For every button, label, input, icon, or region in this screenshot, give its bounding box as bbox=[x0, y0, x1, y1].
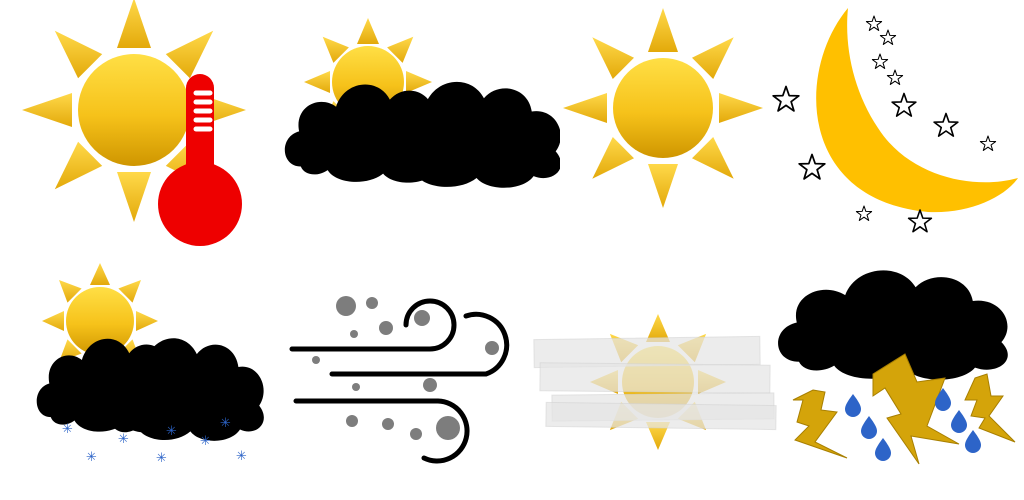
sun-ray bbox=[692, 137, 734, 179]
snowflake-icon: ✳ bbox=[86, 450, 97, 465]
sun-ray bbox=[117, 172, 151, 222]
hot-weather-icon bbox=[22, 0, 246, 246]
sun-ray bbox=[54, 30, 103, 79]
sun-ray bbox=[357, 18, 379, 44]
hazy-icon bbox=[533, 314, 777, 450]
lightning bbox=[792, 353, 1016, 465]
raindrop-icon bbox=[861, 416, 877, 439]
crescent-moon-icon bbox=[816, 8, 1018, 213]
sun-ray bbox=[118, 280, 141, 303]
sun-ray bbox=[563, 93, 607, 123]
wind-icon bbox=[289, 298, 510, 464]
snowflake-icon: ✳ bbox=[62, 422, 73, 437]
sun-ray bbox=[22, 93, 72, 127]
raindrop-icon bbox=[951, 410, 967, 433]
star-icon bbox=[979, 135, 997, 151]
sun-ray bbox=[646, 314, 670, 342]
thermometer-icon bbox=[158, 74, 242, 246]
snow-icon: ✳ ✳ ✳ ✳ ✳ ✳ ✳ ✳ bbox=[36, 263, 264, 466]
star-icon bbox=[865, 15, 883, 31]
sun-ray bbox=[59, 280, 82, 303]
raindrops bbox=[845, 388, 981, 461]
star-icon bbox=[772, 85, 800, 112]
snowflake-icon: ✳ bbox=[156, 451, 167, 466]
lightning-icon bbox=[792, 389, 848, 459]
lightning-icon bbox=[872, 353, 960, 465]
sun-icon bbox=[42, 263, 158, 379]
sun-ray bbox=[165, 30, 214, 79]
snowflake-icon: ✳ bbox=[166, 424, 177, 439]
sun-ray bbox=[322, 36, 349, 63]
sun-ray bbox=[90, 263, 110, 285]
sun-ray bbox=[646, 422, 670, 450]
thunderstorm-icon bbox=[778, 270, 1016, 465]
sunny-icon bbox=[563, 8, 763, 208]
snowflake-icon: ✳ bbox=[236, 449, 247, 464]
sun-ray bbox=[406, 71, 432, 93]
sun-ray bbox=[304, 71, 330, 93]
cloud-icon bbox=[284, 81, 560, 188]
sun-ray bbox=[117, 0, 151, 48]
star-icon bbox=[907, 209, 933, 233]
sun-ray bbox=[692, 37, 734, 79]
sun-ray bbox=[136, 311, 158, 331]
clear-night-icon bbox=[772, 8, 1018, 233]
snowflake-icon: ✳ bbox=[200, 434, 211, 449]
sun-ray bbox=[592, 137, 634, 179]
sun-ray bbox=[648, 164, 678, 208]
snowflake-icon: ✳ bbox=[220, 416, 231, 431]
raindrop-icon bbox=[845, 394, 861, 417]
windy-icon bbox=[289, 296, 510, 464]
star-icon bbox=[855, 205, 873, 221]
star-icon bbox=[871, 53, 889, 69]
raindrop-icon bbox=[875, 438, 891, 461]
sun-ray bbox=[54, 141, 103, 190]
star-icon bbox=[933, 112, 959, 137]
raindrop-icon bbox=[965, 430, 981, 453]
partly-cloudy-icon bbox=[284, 18, 560, 188]
snowflake-icon: ✳ bbox=[118, 432, 129, 447]
sun-ray bbox=[42, 311, 64, 331]
star-icon bbox=[886, 69, 904, 85]
fog-icon bbox=[533, 335, 777, 431]
lightning-icon bbox=[964, 373, 1016, 443]
star-icon bbox=[798, 153, 826, 180]
star-icon bbox=[879, 29, 897, 45]
sun-icon bbox=[563, 8, 763, 208]
dust-particles bbox=[312, 296, 499, 440]
sun-ray bbox=[719, 93, 763, 123]
snowflakes: ✳ ✳ ✳ ✳ ✳ ✳ ✳ ✳ bbox=[62, 416, 247, 466]
sun-ray bbox=[387, 36, 414, 63]
raindrop-icon bbox=[935, 388, 951, 411]
star-icon bbox=[891, 92, 917, 117]
sun-ray bbox=[648, 8, 678, 52]
sun-ray bbox=[592, 37, 634, 79]
